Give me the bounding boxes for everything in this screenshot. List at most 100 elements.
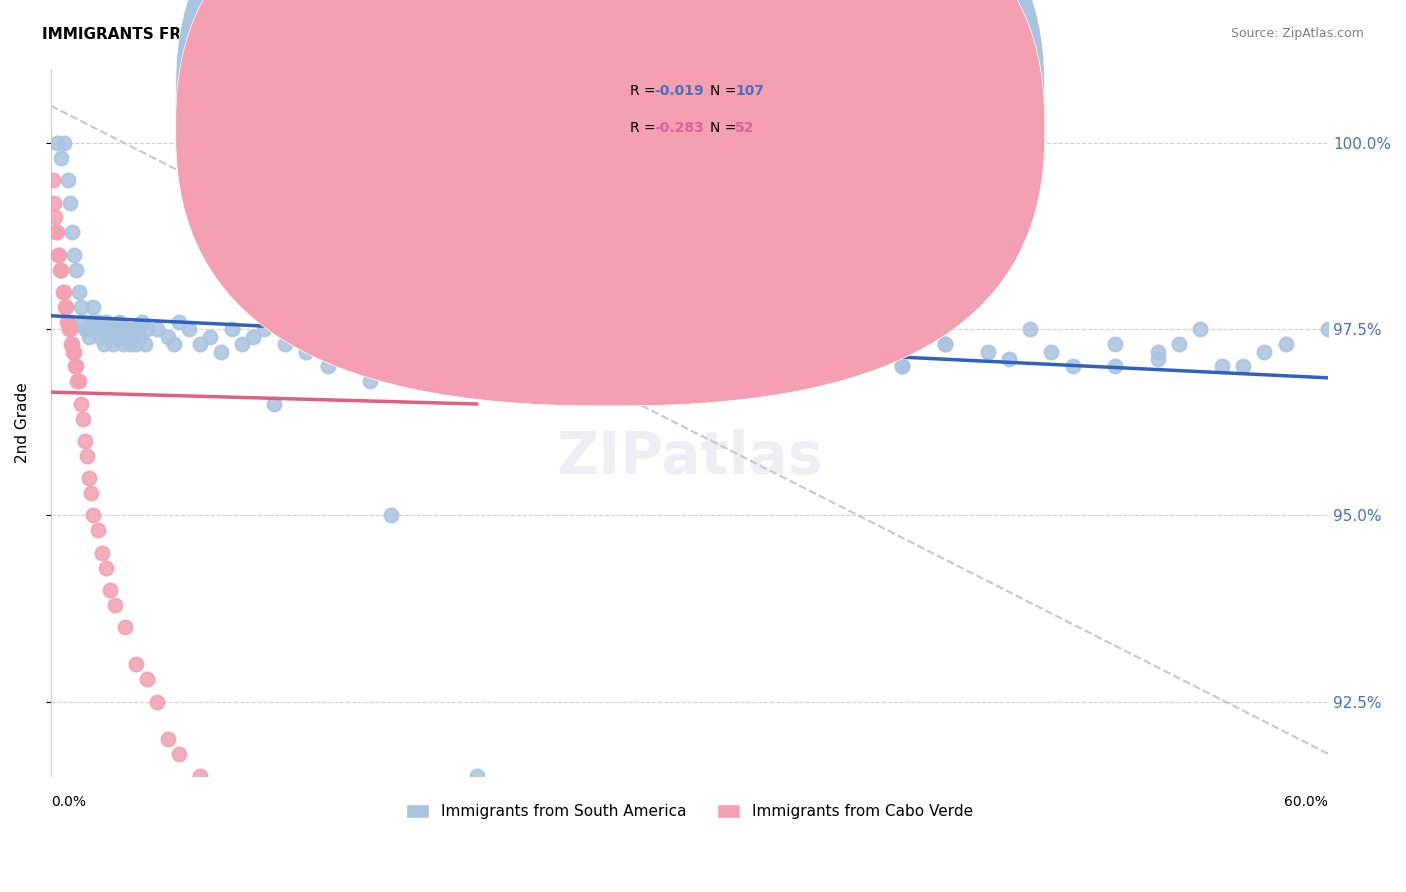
Point [48,248,70,262]
Point [678,359,700,374]
Point [295,344,318,359]
Point [359,248,381,262]
Point [90,322,112,336]
Point [76,449,98,463]
Point [1019,322,1042,336]
Text: N =: N = [710,120,741,135]
Point [1189,322,1212,336]
Point [486,344,509,359]
Point [108,315,131,329]
Point [508,351,530,366]
Point [721,337,744,351]
Point [59,322,82,336]
Text: ZIPatlas: ZIPatlas [557,429,823,486]
Point [134,337,156,351]
Text: 60.0%: 60.0% [1284,795,1329,809]
Point [274,337,297,351]
Point [1317,322,1340,336]
Point [56,173,79,187]
Point [80,486,103,500]
Point [146,322,169,336]
Point [209,344,232,359]
Point [56,315,79,329]
Text: -0.019: -0.019 [654,84,703,98]
Point [62,344,84,359]
Point [1168,337,1191,351]
Point [1232,359,1254,374]
Point [76,322,98,336]
Point [44,211,66,225]
Point [636,344,658,359]
Point [1146,344,1168,359]
Point [231,226,253,240]
Text: 107: 107 [735,84,765,98]
Point [80,315,103,329]
Point [129,329,152,343]
Point [96,560,118,574]
Point [891,359,914,374]
Point [96,315,118,329]
Point [402,344,425,359]
Point [380,359,402,374]
Point [380,508,402,523]
Point [72,315,94,329]
Text: N =: N = [710,84,741,98]
Point [231,337,253,351]
Point [46,248,69,262]
Point [253,136,276,150]
Point [763,359,786,374]
Point [1062,359,1084,374]
Point [934,337,956,351]
Point [42,195,65,210]
Point [508,285,530,299]
Point [63,344,86,359]
Text: 52: 52 [735,120,755,135]
Point [179,322,201,336]
Point [423,300,446,314]
Point [69,397,91,411]
Point [100,582,122,597]
Point [97,322,120,336]
Point [209,173,232,187]
Point [55,300,77,314]
Point [121,329,143,343]
Point [52,285,75,299]
Point [69,300,91,314]
Text: Source: ZipAtlas.com: Source: ZipAtlas.com [1230,27,1364,40]
Point [60,226,83,240]
Point [337,351,360,366]
Point [976,344,998,359]
Point [60,337,83,351]
Point [51,285,73,299]
Point [110,322,132,336]
Point [1040,344,1063,359]
Point [65,359,87,374]
Point [551,337,574,351]
Point [135,673,157,687]
Point [89,329,111,343]
Point [742,329,765,343]
Point [849,351,872,366]
Point [66,375,89,389]
Point [117,322,139,336]
Point [849,322,872,336]
Point [1104,359,1126,374]
Point [146,695,169,709]
Point [46,136,69,150]
Point [200,329,222,343]
Point [125,337,148,351]
Point [465,769,488,783]
Point [167,747,190,761]
Point [295,322,318,336]
Point [77,471,100,485]
Point [253,322,276,336]
Point [42,173,65,187]
Point [114,620,136,634]
Point [65,359,87,374]
Point [82,508,104,523]
Point [806,344,828,359]
Point [572,351,595,366]
Point [359,375,381,389]
Point [188,337,211,351]
Legend: Immigrants from South America, Immigrants from Cabo Verde: Immigrants from South America, Immigrant… [399,797,980,825]
